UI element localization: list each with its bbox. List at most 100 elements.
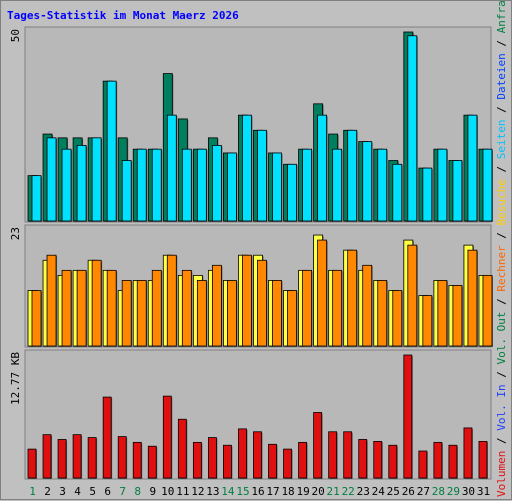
bar-visits <box>196 280 207 347</box>
bar-files <box>227 152 237 222</box>
bar-files <box>362 141 373 222</box>
bar-files <box>121 160 132 222</box>
bar-files <box>31 175 42 222</box>
x-tick-label: 17 <box>266 485 279 498</box>
bar-kbytes <box>463 427 473 479</box>
bar-visits <box>332 269 343 347</box>
legend-entry: Rechner <box>495 245 508 292</box>
legend: Volumen / Vol. In / Vol. Out / Rechner /… <box>495 1 508 497</box>
bar-visits <box>46 254 57 347</box>
bar-files <box>76 144 87 222</box>
bar-visits <box>242 254 252 347</box>
x-tick-label: 8 <box>134 485 141 498</box>
bar-visits <box>287 290 297 347</box>
x-tick-label: 15 <box>236 485 249 498</box>
x-tick-label: 23 <box>357 485 370 498</box>
bar-kbytes <box>207 437 217 479</box>
bar-kbytes <box>147 445 157 479</box>
x-tick-label: 20 <box>312 485 325 498</box>
legend-entry: / <box>495 225 508 245</box>
panel-max-label: 23 <box>9 227 22 240</box>
x-tick-label: 19 <box>296 485 309 498</box>
bar-visits <box>136 280 147 347</box>
bar-files <box>467 114 478 222</box>
x-tick-label: 5 <box>89 485 96 498</box>
legend-entry: / <box>495 292 508 312</box>
legend-entry: Besuche <box>495 179 508 225</box>
bar-visits <box>392 290 403 347</box>
legend-entry: Vol. In <box>495 384 508 430</box>
bar-kbytes <box>192 441 202 479</box>
bar-visits <box>106 269 117 347</box>
bar-visits <box>407 244 418 347</box>
panel-top: 50 <box>9 26 493 223</box>
bar-visits <box>211 264 222 347</box>
bar-kbytes <box>223 444 232 479</box>
bar-files <box>106 80 117 222</box>
bar-files <box>347 129 358 222</box>
bar-visits <box>467 249 478 347</box>
bar-files <box>46 137 57 222</box>
panel-max-label: 50 <box>9 29 22 42</box>
bar-files <box>61 148 72 222</box>
bar-kbytes <box>373 440 383 479</box>
x-tick-label: 1 <box>29 485 36 498</box>
bar-kbytes <box>358 439 368 479</box>
bar-kbytes <box>253 431 262 479</box>
bar-kbytes <box>403 354 413 479</box>
bar-visits <box>181 269 192 347</box>
x-tick-label: 11 <box>176 485 189 498</box>
bar-kbytes <box>238 428 247 479</box>
bar-visits <box>151 269 162 347</box>
bar-files <box>422 167 433 222</box>
bar-visits <box>377 280 388 347</box>
bar-visits <box>317 239 328 347</box>
x-tick-label: 21 <box>327 485 340 498</box>
bar-files <box>196 148 207 222</box>
bar-kbytes <box>388 444 398 479</box>
bar-files <box>136 148 147 222</box>
bar-kbytes <box>268 443 277 479</box>
bar-visits <box>76 269 87 347</box>
bar-files <box>181 148 192 222</box>
bar-files <box>437 148 448 222</box>
x-tick-label: 25 <box>387 485 400 498</box>
bar-files <box>272 152 282 222</box>
bar-kbytes <box>57 439 67 479</box>
x-tick-label: 7 <box>119 485 126 498</box>
x-tick-label: 30 <box>462 485 475 498</box>
bar-kbytes <box>27 448 37 479</box>
bar-visits <box>482 274 493 347</box>
bar-kbytes <box>433 441 443 479</box>
x-tick-label: 6 <box>104 485 111 498</box>
bar-kbytes <box>283 448 292 479</box>
bar-files <box>392 163 403 222</box>
bar-kbytes <box>478 440 488 479</box>
bar-files <box>452 160 463 222</box>
bar-visits <box>166 254 177 347</box>
legend-entry: Anfragen <box>495 1 508 33</box>
bar-kbytes <box>132 441 142 479</box>
x-tick-label: 14 <box>221 485 235 498</box>
bar-files <box>287 163 297 222</box>
bar-visits <box>347 249 358 347</box>
legend-entry: Vol. Out <box>495 312 508 365</box>
bar-kbytes <box>343 431 353 479</box>
x-tick-label: 4 <box>74 485 81 498</box>
x-axis-ticks: 1 2 3 4 5 6 7 8 9 10 11 12 13 14 15 16 17 18 19 20 21 22 23 24 2… <box>29 485 490 498</box>
legend-entry: / <box>495 431 508 451</box>
bar-visits <box>422 295 433 347</box>
bar-files <box>482 148 493 222</box>
bar-visits <box>257 259 267 347</box>
bar-files <box>166 114 177 222</box>
bar-files <box>257 129 267 222</box>
bar-visits <box>437 280 448 347</box>
legend-entry: / <box>495 365 508 385</box>
bar-visits <box>61 269 72 347</box>
bar-visits <box>452 285 463 347</box>
x-tick-label: 27 <box>417 485 430 498</box>
bar-kbytes <box>117 436 127 479</box>
bar-files <box>377 148 388 222</box>
